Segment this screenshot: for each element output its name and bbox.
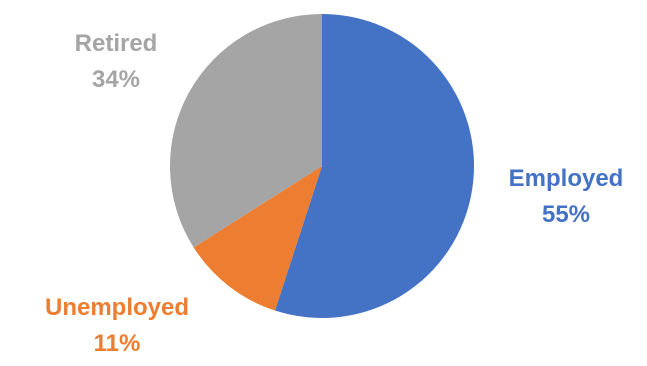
slice-percent-employed: 55% <box>541 201 591 228</box>
slice-category-retired: Retired <box>74 30 158 57</box>
slice-label-employed: Employed 55% <box>509 161 624 233</box>
slice-label-retired: Retired 34% <box>75 26 158 98</box>
pie-slice-employed <box>275 13 475 318</box>
slice-category-employed: Employed <box>508 165 624 192</box>
slice-percent-unemployed: 11% <box>93 330 141 357</box>
pie-slice-retired <box>169 14 322 248</box>
pie-slice-unemployed <box>193 166 322 311</box>
slice-percent-retired: 34% <box>91 66 141 93</box>
slice-label-unemployed: Unemployed 11% <box>45 290 189 362</box>
slice-category-unemployed: Unemployed <box>44 294 190 321</box>
